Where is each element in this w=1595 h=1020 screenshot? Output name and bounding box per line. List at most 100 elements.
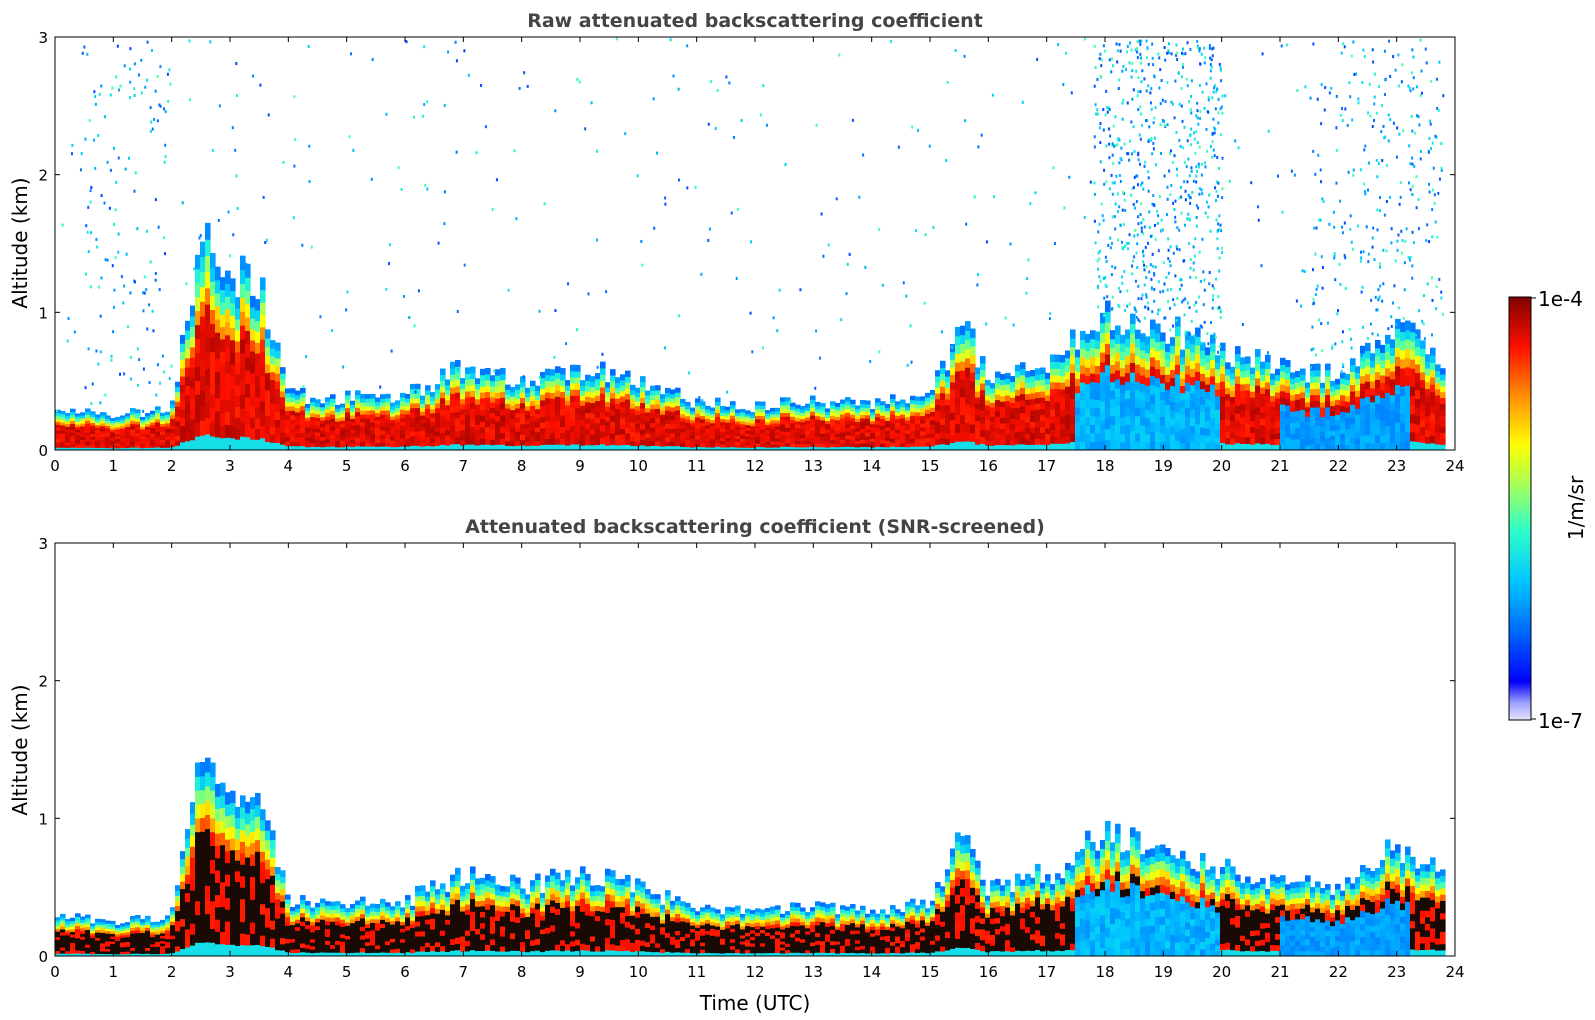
heat-cell [1075, 349, 1081, 358]
heat-cell [1220, 411, 1226, 420]
noise-point [1333, 256, 1336, 260]
noise-point [67, 316, 70, 320]
heat-cell [1315, 406, 1321, 414]
heat-cell [1035, 432, 1041, 439]
noise-point [1309, 96, 1312, 100]
heat-cell [515, 398, 521, 404]
heat-cell [95, 414, 101, 418]
heat-cell [895, 415, 901, 420]
heat-cell [1430, 347, 1436, 356]
noise-point [1139, 137, 1142, 141]
heat-cell [1190, 433, 1196, 443]
heat-cell [125, 436, 131, 441]
heat-cell [1165, 434, 1171, 444]
noise-point [1110, 70, 1113, 74]
heat-cell [1155, 386, 1161, 397]
heat-cell [1390, 378, 1396, 388]
noise-point [1100, 64, 1103, 68]
heat-cell [430, 400, 436, 406]
heat-cell [1070, 424, 1076, 434]
heat-cell [1280, 443, 1286, 450]
heat-cell [1340, 444, 1346, 450]
noise-point [1158, 86, 1161, 90]
heat-cell [615, 429, 621, 436]
heat-cell [1190, 409, 1196, 418]
heat-cell [685, 405, 691, 410]
heat-cell [1265, 415, 1271, 424]
heat-cell [755, 418, 761, 423]
heat-cell [295, 424, 301, 430]
heat-cell [445, 409, 451, 416]
heat-cell [410, 435, 416, 442]
heat-cell [1415, 337, 1421, 348]
heat-cell [610, 415, 616, 422]
heat-cell [820, 443, 826, 448]
heat-cell [1425, 436, 1431, 444]
heat-cell [575, 401, 581, 409]
heat-cell [760, 439, 766, 444]
heat-cell [1010, 381, 1016, 388]
heat-cell [675, 445, 681, 450]
noise-point [1341, 225, 1344, 229]
heat-cell [620, 379, 626, 386]
heat-cell [525, 387, 531, 393]
noise-point [1312, 302, 1315, 306]
noise-point [1437, 191, 1440, 195]
heat-cell [625, 432, 631, 440]
heat-cell [340, 436, 346, 441]
heat-cell [1230, 408, 1236, 415]
heat-cell [315, 435, 321, 440]
heat-cell [820, 423, 826, 428]
noise-point [104, 115, 107, 119]
heat-cell [125, 447, 131, 450]
heat-cell [85, 426, 91, 430]
heat-cell [285, 397, 291, 403]
heat-cell [255, 385, 261, 397]
heat-cell [215, 371, 221, 386]
heat-cell [1135, 407, 1141, 417]
heat-cell [150, 430, 156, 434]
heat-cell [565, 395, 571, 401]
heat-cell [690, 425, 696, 430]
heat-cell [570, 407, 576, 415]
heat-cell [625, 381, 631, 389]
noise-point [1390, 324, 1393, 328]
heat-cell [1400, 386, 1406, 396]
heat-cell [1040, 420, 1046, 428]
noise-point [1234, 139, 1237, 143]
heat-cell [1250, 402, 1256, 410]
heat-cell [425, 426, 431, 433]
heat-cell [640, 381, 646, 388]
noise-point [1193, 303, 1196, 307]
heat-cell [930, 394, 936, 400]
heat-cell [150, 447, 156, 450]
heat-cell [660, 410, 666, 415]
heat-cell [100, 412, 106, 416]
heat-cell [390, 426, 396, 431]
noise-point [1352, 168, 1355, 172]
heat-cell [1110, 407, 1116, 417]
heat-cell [425, 445, 431, 450]
heat-cell [835, 429, 841, 434]
heat-cell [865, 425, 871, 430]
heat-cell [1035, 403, 1041, 410]
heat-cell [215, 305, 221, 320]
noise-point [1113, 215, 1116, 219]
noise-point [728, 81, 731, 85]
noise-point [1150, 87, 1153, 91]
noise-point [909, 324, 912, 328]
heat-cell [1110, 390, 1116, 400]
heat-cell [220, 277, 226, 291]
heat-cell [375, 435, 381, 440]
heat-cell [1205, 435, 1211, 444]
heat-cell [470, 390, 476, 397]
heat-cell [680, 413, 686, 418]
heat-cell [150, 427, 156, 431]
heat-cell [1375, 434, 1381, 443]
heat-cell [230, 388, 236, 402]
heat-cell [350, 428, 356, 433]
heat-cell [230, 315, 236, 329]
heat-cell [670, 428, 676, 434]
heat-cell [335, 417, 341, 422]
heat-cell [315, 406, 321, 411]
